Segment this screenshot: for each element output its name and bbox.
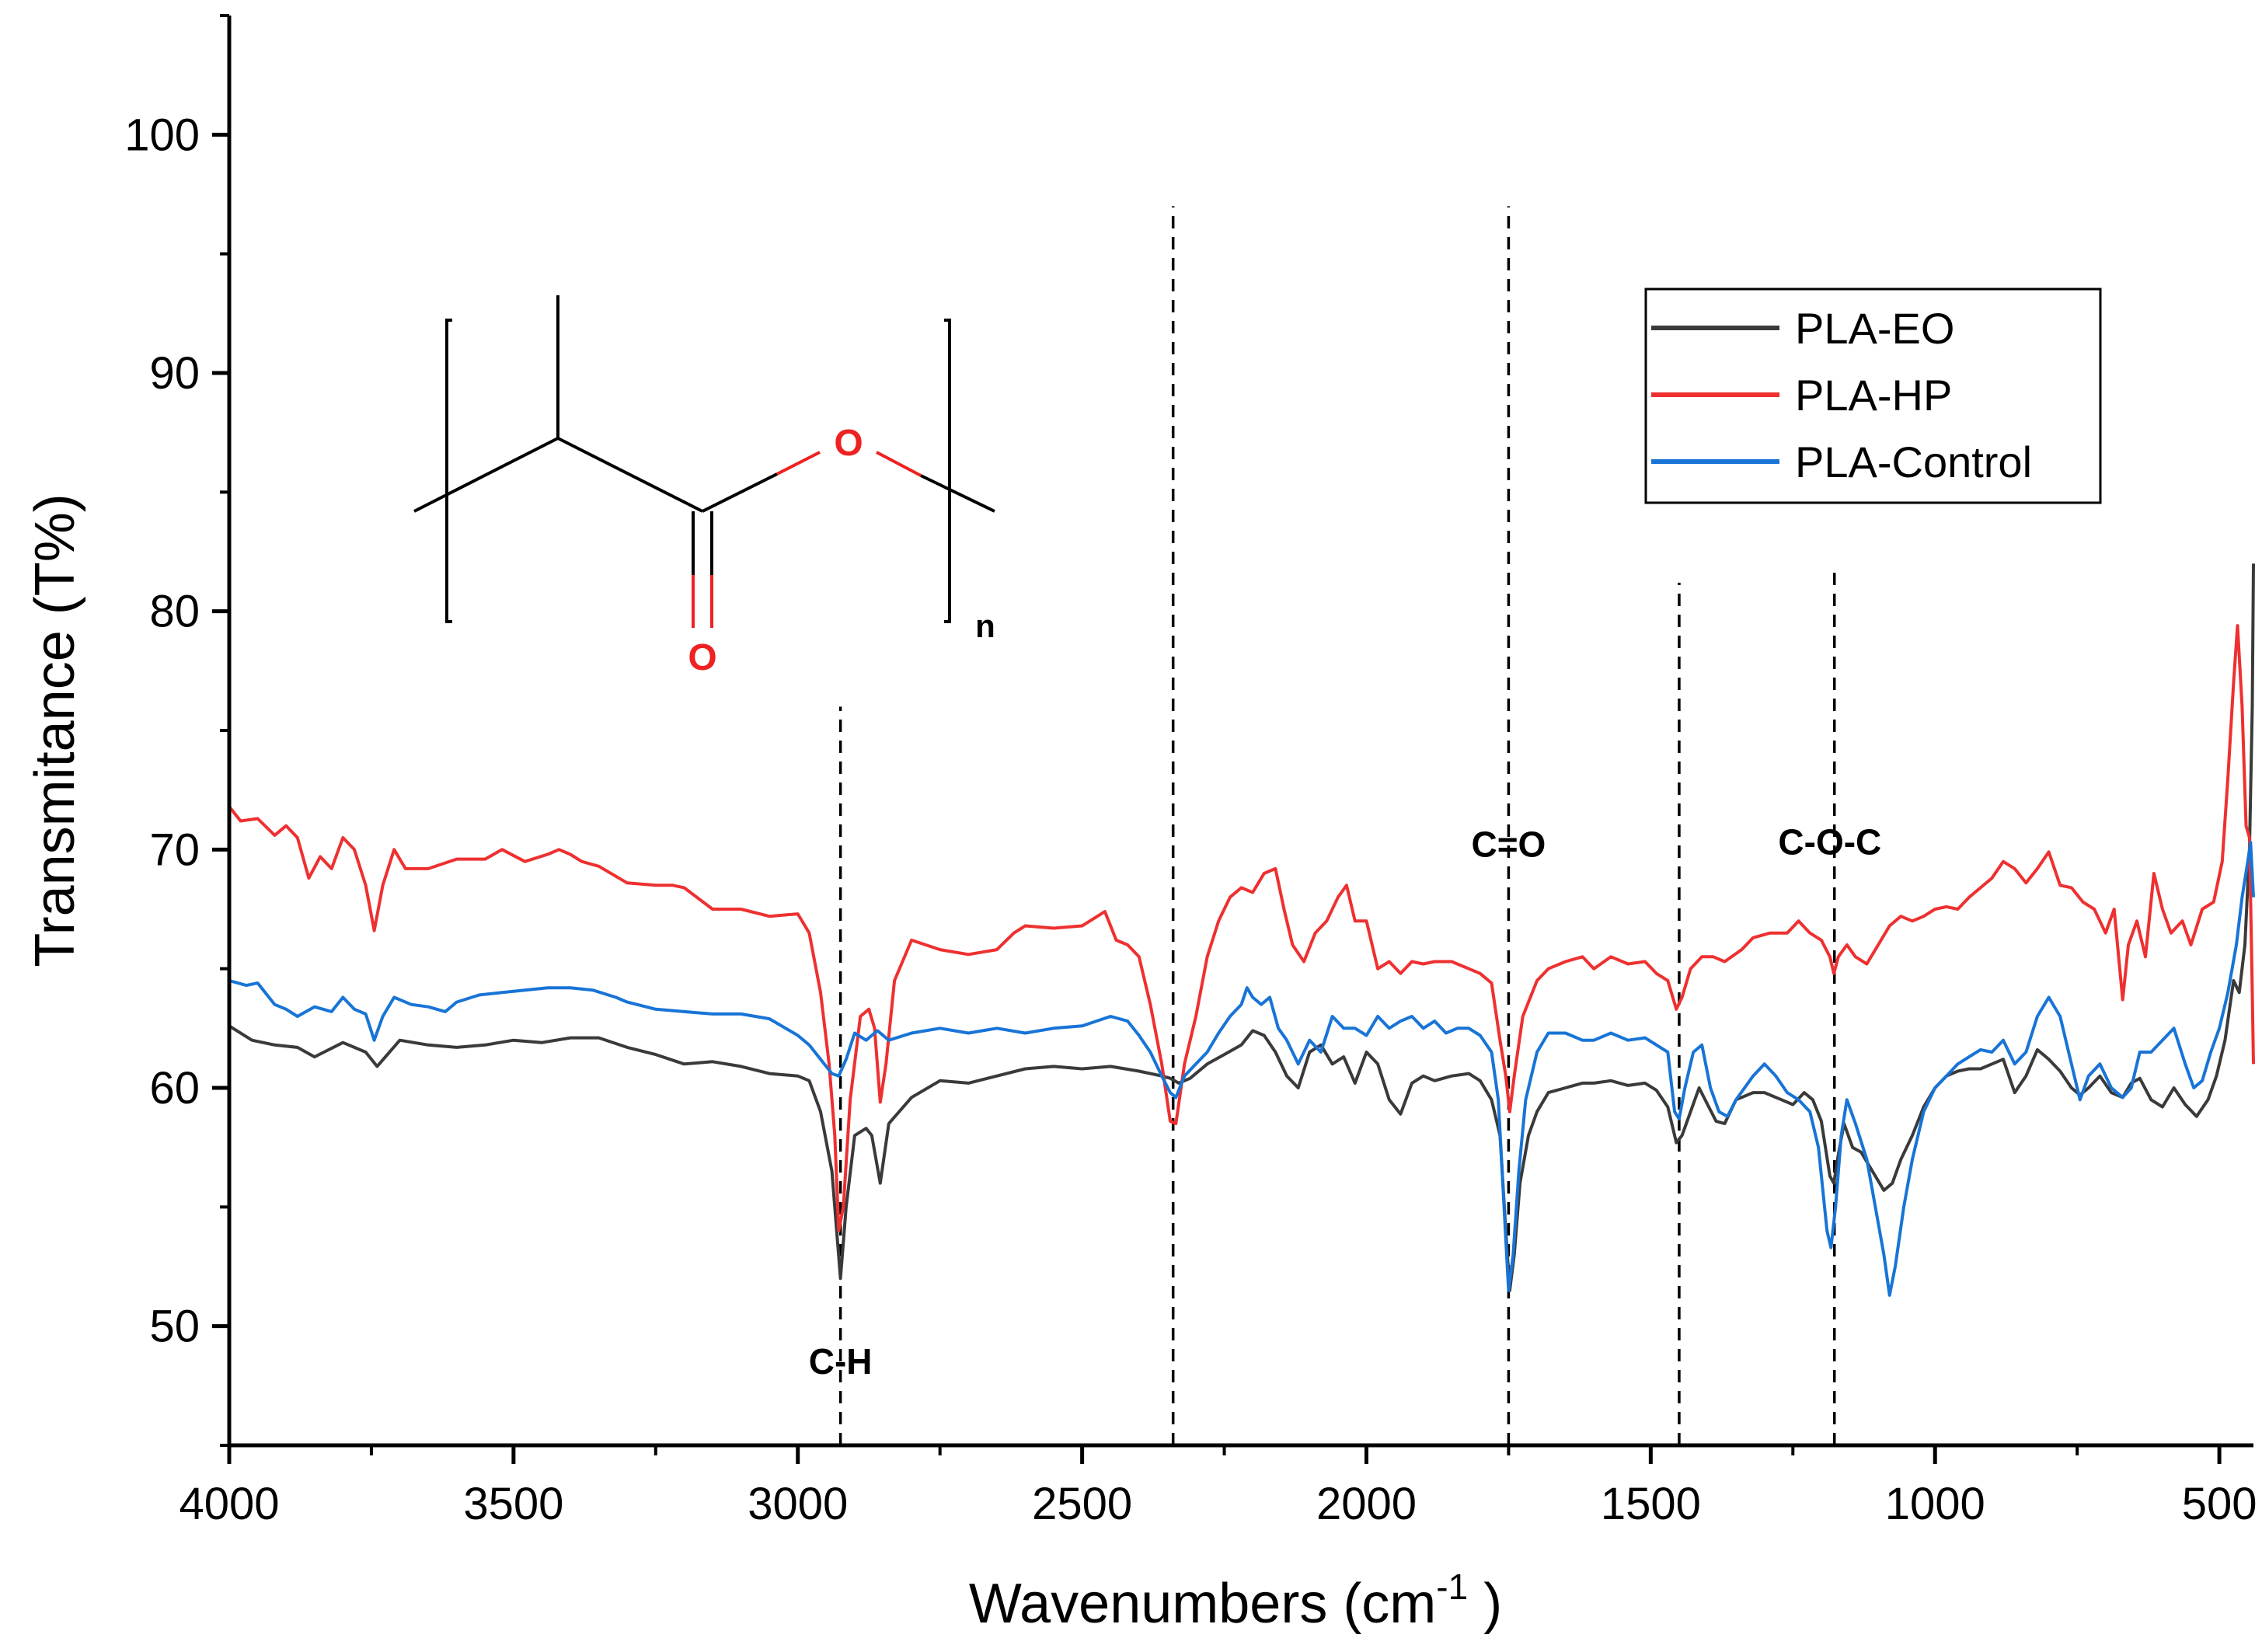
y-axis-ticks: 50 60 70 80 90 100 — [124, 14, 229, 1447]
structure-bond-o-c-red — [876, 451, 922, 477]
structure-bond-ca-cc — [557, 437, 703, 513]
series-line-pla-control — [228, 841, 2255, 1297]
x-tick-label-1500: 1500 — [1601, 1479, 1701, 1529]
legend-label-pla-hp: PLA-HP — [1795, 371, 1952, 420]
reference-lines — [838, 206, 1836, 1445]
x-axis-title-superscript: -1 — [1436, 1567, 1468, 1607]
legend-label-pla-control: PLA-Control — [1795, 437, 2032, 486]
y-tick-label-60: 60 — [149, 1063, 200, 1114]
x-tick-label-1000: 1000 — [1885, 1479, 1985, 1529]
annotation-c-h: C-H — [809, 1341, 873, 1382]
structure-bond-c-o-red — [776, 451, 821, 476]
x-tick-label-500: 500 — [2182, 1479, 2257, 1529]
structure-ester-oxygen: O — [834, 423, 863, 464]
x-tick-label-3500: 3500 — [463, 1479, 563, 1529]
structure-right-bracket — [944, 319, 951, 623]
y-tick-label-50: 50 — [149, 1302, 200, 1352]
y-axis-title: Transmitance (T%) — [24, 493, 86, 967]
y-tick-label-70: 70 — [149, 824, 200, 875]
structure-bond-c-o-black — [702, 472, 778, 513]
structure-subscript-n: n — [975, 608, 995, 644]
x-axis-ticks: 4000 3500 3000 2500 2000 1500 1000 500 — [179, 1445, 2257, 1529]
legend-label-pla-eo: PLA-EO — [1795, 304, 1954, 353]
structure-bond-o-c-black — [920, 474, 995, 513]
x-tick-label-4000: 4000 — [179, 1479, 279, 1529]
x-axis-title-main: Wavenumbers (cm — [969, 1573, 1436, 1635]
x-tick-label-2500: 2500 — [1032, 1479, 1132, 1529]
structure-bond-left — [413, 437, 559, 513]
legend: PLA-EO PLA-HP PLA-Control — [1644, 288, 2102, 504]
structure-left-bracket — [445, 319, 452, 623]
pla-structure-diagram: O O n — [413, 295, 995, 678]
annotation-c-o-c: C-O-C — [1778, 821, 1881, 862]
y-tick-label-100: 100 — [124, 110, 200, 160]
annotation-c=o: C=O — [1471, 824, 1546, 865]
series-group — [228, 563, 2255, 1297]
x-tick-label-3000: 3000 — [748, 1479, 848, 1529]
y-tick-label-80: 80 — [149, 587, 200, 637]
series-line-pla-eo — [228, 563, 2255, 1292]
series-line-pla-hp — [228, 624, 2255, 1232]
x-axis-title-tail: ) — [1468, 1573, 1502, 1635]
y-tick-label-90: 90 — [149, 348, 200, 399]
x-axis-title: Wavenumbers (cm-1 ) — [969, 1567, 1502, 1635]
x-tick-label-2000: 2000 — [1316, 1479, 1417, 1529]
annotations: C-H C=O C-O-C — [809, 821, 1882, 1382]
structure-carbonyl-oxygen: O — [688, 637, 716, 678]
